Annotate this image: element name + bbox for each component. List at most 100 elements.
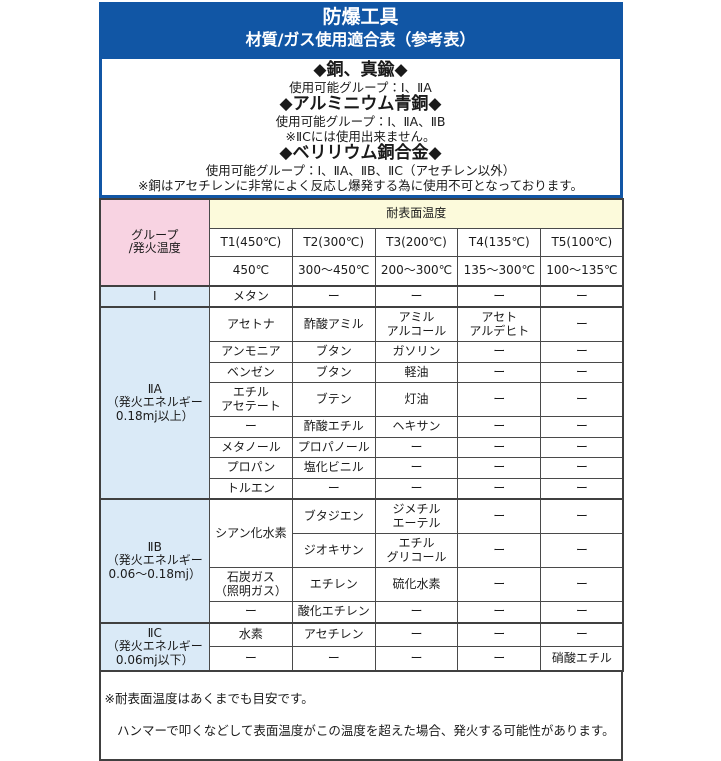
gas-cell: 酢酸アミル xyxy=(291,306,376,342)
gas-cell: ー xyxy=(209,416,293,438)
group-label-cell-2a: ⅡA （発火エネルギー 0.18mj以上） xyxy=(99,306,210,500)
gas-cell: ー xyxy=(291,477,376,500)
gas-cell: ー xyxy=(540,533,624,568)
gas-cell: メタン xyxy=(209,284,293,308)
gas-compatibility-table: グループ /発火温度 耐表面温度 T1(450℃) T2(300℃) T3(20… xyxy=(98,198,625,672)
gas-cell: ブタン xyxy=(291,341,376,363)
gas-cell: 酸化エチレン xyxy=(291,601,376,623)
material-note: 使用可能グループ：Ⅰ、ⅡA、ⅡB、ⅡC（アセチレン以外） xyxy=(205,163,516,178)
gas-cell: ー xyxy=(540,601,624,623)
gas-cell: ジオキサン xyxy=(291,533,376,568)
material-note: ※銅はアセチレンに非常によく反応し爆発する為に使用不可となっております。 xyxy=(137,178,584,193)
gas-cell: 硝酸エチル xyxy=(540,646,624,672)
surface-temp-header-cell: 耐表面温度 xyxy=(209,198,624,229)
material-note: ※ⅡCには使用出来ません。 xyxy=(285,129,436,144)
temp-class-cell: T4(135℃) xyxy=(457,227,542,257)
temp-range-cell: 100～135℃ xyxy=(540,256,624,286)
gas-cell: ー xyxy=(540,361,624,383)
gas-cell: アセトナ xyxy=(209,306,293,342)
temp-range-cell: 135～300℃ xyxy=(457,256,542,286)
gas-cell: ー xyxy=(457,284,542,308)
temp-class-cell: T2(300℃) xyxy=(291,227,376,257)
table-row: ⅡC （発火エネルギー 0.06mj以下） 水素 アセチレン ー ー ー xyxy=(99,621,624,672)
gas-cell: 酢酸エチル xyxy=(291,416,376,438)
gas-cell: プロパン xyxy=(209,457,293,479)
table-row: エチル アセテート ブテン 灯油 ー ー xyxy=(100,382,624,417)
gas-cell: ー xyxy=(540,382,624,417)
gas-cell: ー xyxy=(374,457,459,479)
gas-cell: ー xyxy=(457,601,542,623)
table-row: ⅡA （発火エネルギー 0.18mj以上） アセトナ 酢酸アミル アミル アルコ… xyxy=(99,306,624,500)
materials-note-box: ◆銅、真鍮◆ 使用可能グループ：Ⅰ、ⅡA ◆アルミニウム青銅◆ 使用可能グループ… xyxy=(98,56,623,198)
table-row: メタノール プロパノール ー ー ー xyxy=(100,436,624,458)
gas-cell: ー xyxy=(457,361,542,383)
gas-cell: ー xyxy=(374,621,459,648)
material-note: 使用可能グループ：Ⅰ、ⅡA、ⅡB xyxy=(275,114,446,129)
gas-cell: 灯油 xyxy=(374,382,459,417)
gas-cell: ブテン xyxy=(291,382,376,417)
temp-class-cell: T3(200℃) xyxy=(374,227,459,257)
gas-cell: ー xyxy=(540,477,624,500)
table-row: トルエン ー ー ー ー xyxy=(100,477,624,500)
gas-cell: ヘキサン xyxy=(374,416,459,438)
title-bar: 防爆工具 材質/ガス使用適合表（参考表） xyxy=(98,2,623,56)
group-label-cell-2b: ⅡB （発火エネルギー 0.06～0.18mj） xyxy=(99,498,210,623)
gas-cell: プロパノール xyxy=(291,436,376,458)
gas-cell: ー xyxy=(540,341,624,363)
table-row: ⅡB （発火エネルギー 0.06～0.18mj） シアン化水素 ブタジエン ジメ… xyxy=(99,498,624,623)
table-row: 石炭ガス （照明ガス） エチレン 硫化水素 ー ー xyxy=(100,567,624,602)
temp-class-cell: T5(100℃) xyxy=(540,227,624,257)
gas-cell: ー xyxy=(457,457,542,479)
page: 防爆工具 材質/ガス使用適合表（参考表） ◆銅、真鍮◆ 使用可能グループ：Ⅰ、Ⅱ… xyxy=(98,2,625,761)
gas-cell: ー xyxy=(457,416,542,438)
gas-cell: ー xyxy=(374,477,459,500)
gas-cell: ー xyxy=(374,436,459,458)
gas-cell: アンモニア xyxy=(209,341,293,363)
gas-cell: エチル グリコール xyxy=(374,533,459,568)
gas-cell: ー xyxy=(374,284,459,308)
footnote-box: ※耐表面温度はあくまでも目安です。 ハンマーで叩くなどして表面温度がこの温度を超… xyxy=(98,672,623,761)
gas-cell: ー xyxy=(540,416,624,438)
temp-class-row: T1(450℃) T2(300℃) T3(200℃) T4(135℃) T5(1… xyxy=(100,227,624,257)
material-note: 使用可能グループ：Ⅰ、ⅡA xyxy=(289,80,432,95)
gas-cell: トルエン xyxy=(209,477,293,500)
temp-range-cell: 300～450℃ xyxy=(291,256,376,286)
material-heading-copper-brass: ◆銅、真鍮◆ xyxy=(313,60,408,80)
page-title: 防爆工具 xyxy=(322,6,399,28)
table-row: ー ー ー ー 硝酸エチル xyxy=(100,646,624,672)
temp-class-cell: T1(450℃) xyxy=(209,227,293,257)
temp-range-cell: 200～300℃ xyxy=(374,256,459,286)
gas-cell: ー xyxy=(457,477,542,500)
gas-cell: ー xyxy=(540,284,624,308)
gas-cell: 石炭ガス （照明ガス） xyxy=(209,567,293,602)
gas-cell: ー xyxy=(291,284,376,308)
group-label-cell-1: Ⅰ xyxy=(99,284,210,308)
gas-cell: ー xyxy=(540,457,624,479)
gas-cell: シアン化水素 xyxy=(209,498,293,568)
gas-cell: ー xyxy=(209,601,293,623)
gas-cell: ー xyxy=(457,498,542,534)
gas-cell: アセト アルデヒト xyxy=(457,306,542,342)
gas-cell: ー xyxy=(540,306,624,342)
gas-cell: ジメチル エーテル xyxy=(374,498,459,534)
group-ignition-header-cell: グループ /発火温度 xyxy=(99,198,210,286)
material-heading-aluminum-bronze: ◆アルミニウム青銅◆ xyxy=(279,94,442,114)
gas-cell: ベンゼン xyxy=(209,361,293,383)
gas-cell: 硫化水素 xyxy=(374,567,459,602)
gas-cell: ー xyxy=(457,621,542,648)
table-row: Ⅰ メタン ー ー ー ー xyxy=(99,284,624,308)
gas-cell: ー xyxy=(540,498,624,534)
gas-cell: ー xyxy=(457,533,542,568)
gas-cell: ー xyxy=(457,567,542,602)
group-label-cell-2c: ⅡC （発火エネルギー 0.06mj以下） xyxy=(99,621,210,672)
gas-cell: ー xyxy=(457,646,542,672)
gas-cell: 塩化ビニル xyxy=(291,457,376,479)
gas-cell: アミル アルコール xyxy=(374,306,459,342)
gas-cell: ー xyxy=(457,436,542,458)
temp-range-row: 450℃ 300～450℃ 200～300℃ 135～300℃ 100～135℃ xyxy=(100,256,624,286)
gas-cell: エチレン xyxy=(291,567,376,602)
gas-cell: ー xyxy=(209,646,293,672)
gas-cell: ー xyxy=(457,341,542,363)
gas-cell: ー xyxy=(374,601,459,623)
gas-cell: ー xyxy=(291,646,376,672)
